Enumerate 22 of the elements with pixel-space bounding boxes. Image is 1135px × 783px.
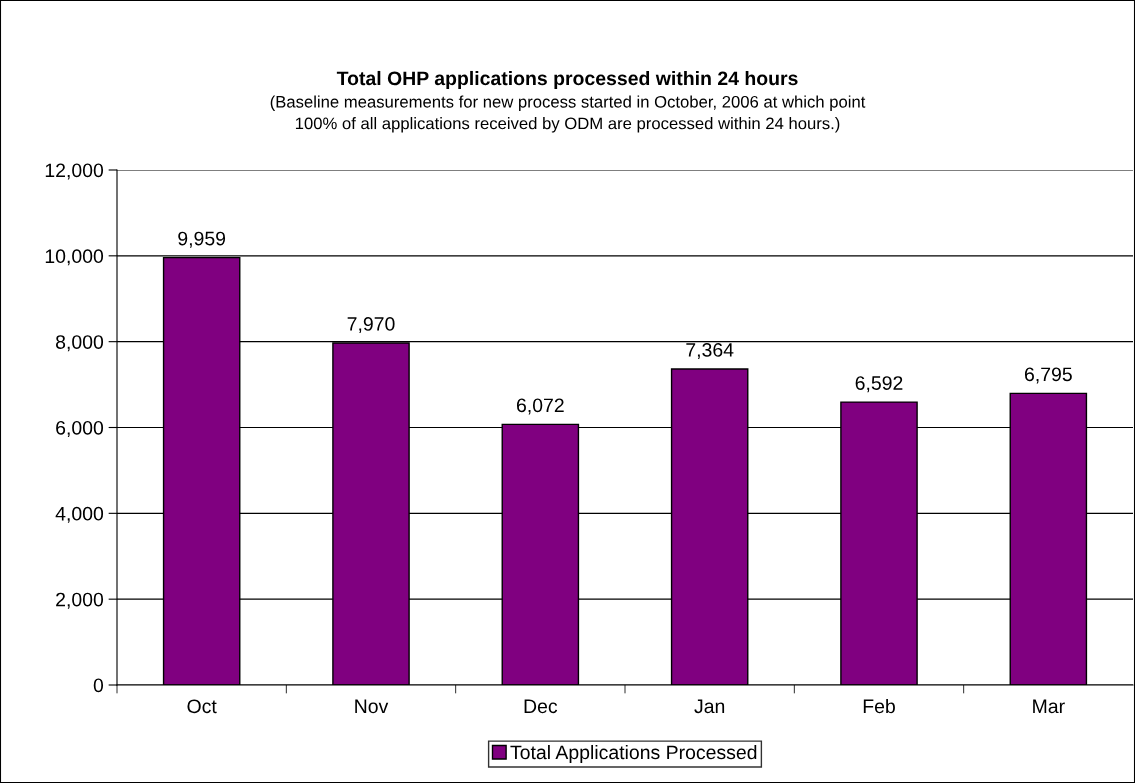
legend-label: Total Applications Processed xyxy=(510,744,757,764)
x-tick-label: Feb xyxy=(863,698,895,714)
y-tick-label: 10,000 xyxy=(45,249,104,266)
y-tick-label: 8,000 xyxy=(56,335,104,352)
x-tick-label: Dec xyxy=(524,699,558,714)
x-tick-label: Jan xyxy=(694,699,725,714)
chart-title: Total OHP applications processed within 24 hours xyxy=(336,70,798,90)
data-label: 6,795 xyxy=(1024,367,1072,384)
x-tick-label: Nov xyxy=(355,699,389,714)
y-tick-label: 0 xyxy=(93,678,104,693)
data-label: 7,364 xyxy=(686,343,734,360)
data-label: 6,072 xyxy=(516,398,564,415)
data-label: 9,959 xyxy=(178,231,226,248)
y-tick-label: 6,000 xyxy=(56,420,104,438)
y-tick-label: 12,000 xyxy=(45,163,104,180)
chart-subtitle: (Baseline measurements for new process started in October, 2006 at which point 100% of all applications received by ODM are processed within 24 hours.) xyxy=(270,95,866,133)
y-tick-label: 4,000 xyxy=(55,506,104,523)
x-tick-label: Mar xyxy=(1033,699,1065,714)
y-tick-label: 2,000 xyxy=(56,592,104,609)
x-tick-label: Oct xyxy=(187,699,217,714)
data-label: 7,970 xyxy=(347,317,395,334)
data-label: 6,592 xyxy=(855,376,903,393)
